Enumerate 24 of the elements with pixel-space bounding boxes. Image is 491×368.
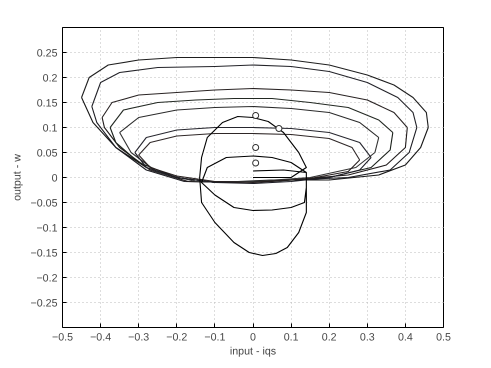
y-tick-label: 0.25 (36, 48, 58, 60)
y-axis-title: output - w (12, 154, 24, 201)
x-tick-label: 0 (250, 332, 256, 344)
y-tick-label: −0.15 (30, 248, 58, 260)
y-tick-label: 0.1 (42, 122, 58, 134)
x-tick-label: 0.1 (284, 332, 299, 344)
y-tick-label: 0.05 (36, 148, 58, 160)
x-tick-label: 0.3 (360, 332, 375, 344)
x-tick-label: 0.5 (436, 332, 451, 344)
y-tick-label: 0.2 (42, 72, 58, 84)
x-tick-label: −0.4 (90, 332, 112, 344)
y-tick-label: −0.1 (36, 222, 58, 234)
x-axis-title: input - iqs (230, 346, 276, 358)
y-tick-label: −0.2 (36, 272, 58, 284)
y-tick-label: 0.15 (36, 98, 58, 110)
x-tick-label: −0.3 (128, 332, 150, 344)
x-tick-label: −0.1 (204, 332, 226, 344)
y-tick-label: 0 (52, 172, 58, 184)
x-tick-label: 0.2 (322, 332, 337, 344)
y-tick-label: −0.25 (30, 298, 58, 310)
x-tick-label: −0.2 (166, 332, 188, 344)
x-tick-label: 0.4 (398, 332, 413, 344)
x-tick-label: −0.5 (52, 332, 74, 344)
y-tick-label: −0.05 (30, 198, 58, 210)
